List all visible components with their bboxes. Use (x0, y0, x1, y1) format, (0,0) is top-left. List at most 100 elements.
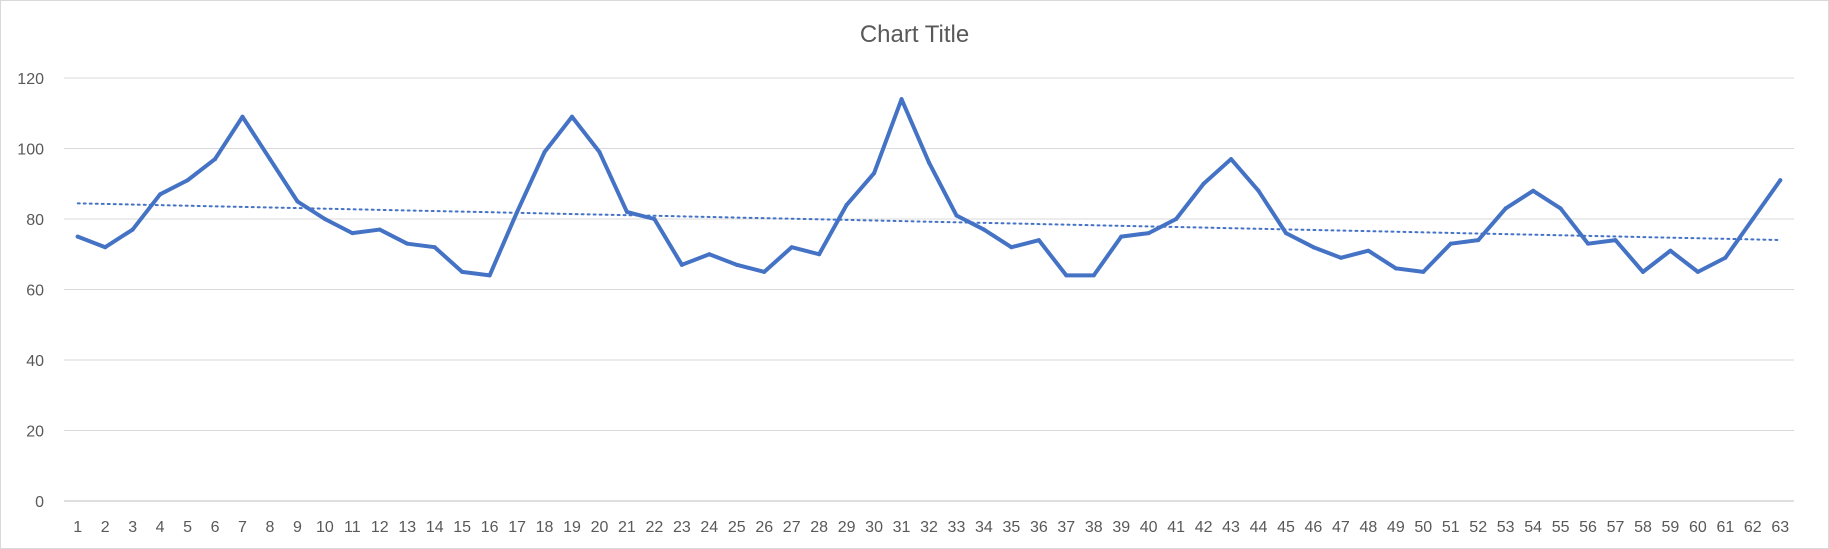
x-tick-label: 51 (1442, 519, 1460, 536)
data-point (267, 157, 272, 162)
gridlines (64, 77, 1794, 502)
data-point (1256, 188, 1261, 193)
data-point (295, 199, 300, 204)
data-point (1229, 157, 1234, 162)
data-point (487, 273, 492, 278)
data-point (1283, 231, 1288, 236)
trendline (76, 202, 1782, 242)
data-point (1146, 231, 1151, 236)
data-point (981, 227, 986, 232)
data-point (1640, 269, 1645, 274)
x-tick-label: 42 (1195, 519, 1213, 536)
x-tick-label: 55 (1552, 519, 1570, 536)
x-tick-label: 32 (920, 519, 938, 536)
x-tick-label: 29 (838, 519, 856, 536)
data-point (1558, 206, 1563, 211)
data-point (130, 227, 135, 232)
data-point (460, 269, 465, 274)
data-point (734, 262, 739, 267)
x-tick-label: 41 (1167, 519, 1185, 536)
y-tick-label: 20 (26, 424, 44, 441)
data-point (762, 269, 767, 274)
x-tick-label: 63 (1771, 519, 1789, 536)
x-tick-label: 49 (1387, 519, 1405, 536)
x-tick-label: 40 (1140, 519, 1158, 536)
x-tick-label: 14 (426, 519, 444, 536)
x-tick-label: 50 (1414, 519, 1432, 536)
y-tick-label: 80 (26, 212, 44, 229)
x-tick-label: 23 (673, 519, 691, 536)
x-tick-label: 45 (1277, 519, 1295, 536)
data-point (679, 262, 684, 267)
x-tick-label: 60 (1689, 519, 1707, 536)
x-tick-label: 6 (211, 519, 220, 536)
data-point (75, 234, 80, 239)
x-tick-label: 26 (755, 519, 773, 536)
data-point (158, 192, 163, 197)
data-point (1174, 217, 1179, 221)
data-point (597, 150, 602, 155)
x-tick-label: 8 (265, 519, 274, 536)
data-point (844, 202, 849, 207)
data-point (1476, 238, 1481, 243)
data-point (185, 178, 190, 183)
data-point (1064, 273, 1069, 278)
data-point (1668, 248, 1673, 253)
x-tick-label: 52 (1469, 519, 1487, 536)
data-point (1778, 178, 1783, 183)
data-point (1750, 217, 1755, 221)
x-tick-label: 35 (1002, 519, 1020, 536)
y-axis-tick-labels: 0 20 40 60 80 100 120 (17, 71, 44, 511)
x-tick-label: 12 (371, 519, 389, 536)
data-point (1531, 188, 1536, 193)
x-tick-label: 58 (1634, 519, 1652, 536)
data-point (1393, 266, 1398, 271)
x-tick-label: 31 (893, 519, 911, 536)
x-tick-label: 33 (948, 519, 966, 536)
data-point (1009, 245, 1014, 250)
x-tick-label: 3 (128, 519, 137, 536)
data-point (103, 245, 108, 250)
data-point (817, 252, 822, 257)
x-tick-label: 39 (1112, 519, 1130, 536)
x-axis-tick-labels: 1 2 3 4 5 6 7 8 9 10 11 12 13 14 15 16 17 18 19 20 21 22 23 24 2… (73, 519, 1789, 536)
x-tick-label: 15 (453, 519, 471, 536)
data-point (927, 160, 931, 165)
x-tick-label: 16 (481, 519, 499, 536)
x-tick-label: 54 (1524, 519, 1542, 536)
data-point (1091, 273, 1096, 278)
x-tick-label: 56 (1579, 519, 1597, 536)
x-tick-label: 11 (344, 519, 361, 536)
x-tick-label: 22 (645, 519, 663, 536)
data-point (1695, 269, 1700, 274)
x-tick-label: 34 (975, 519, 993, 536)
x-tick-label: 25 (728, 519, 746, 536)
data-point (1613, 238, 1618, 243)
x-tick-label: 46 (1305, 519, 1323, 536)
data-point (954, 213, 959, 218)
data-point (570, 114, 575, 119)
x-tick-label: 36 (1030, 519, 1048, 536)
x-tick-label: 53 (1497, 519, 1515, 536)
y-tick-label: 60 (26, 283, 44, 300)
x-tick-label: 10 (316, 519, 334, 536)
x-tick-label: 1 (73, 519, 82, 536)
data-point (542, 150, 547, 155)
series-layer (75, 97, 1783, 278)
y-tick-label: 40 (26, 353, 44, 370)
data-point (1311, 245, 1316, 250)
data-point (1586, 241, 1591, 246)
x-tick-label: 5 (183, 519, 192, 536)
data-point (707, 252, 712, 257)
x-tick-label: 38 (1085, 519, 1103, 536)
data-point (350, 231, 355, 236)
data-point (240, 114, 245, 119)
data-point (1421, 269, 1426, 274)
data-point (1503, 206, 1508, 211)
data-point (515, 209, 520, 214)
x-tick-label: 37 (1057, 519, 1075, 536)
x-tick-label: 43 (1222, 519, 1240, 536)
trendline-layer (76, 202, 1782, 242)
x-tick-label: 47 (1332, 519, 1350, 536)
